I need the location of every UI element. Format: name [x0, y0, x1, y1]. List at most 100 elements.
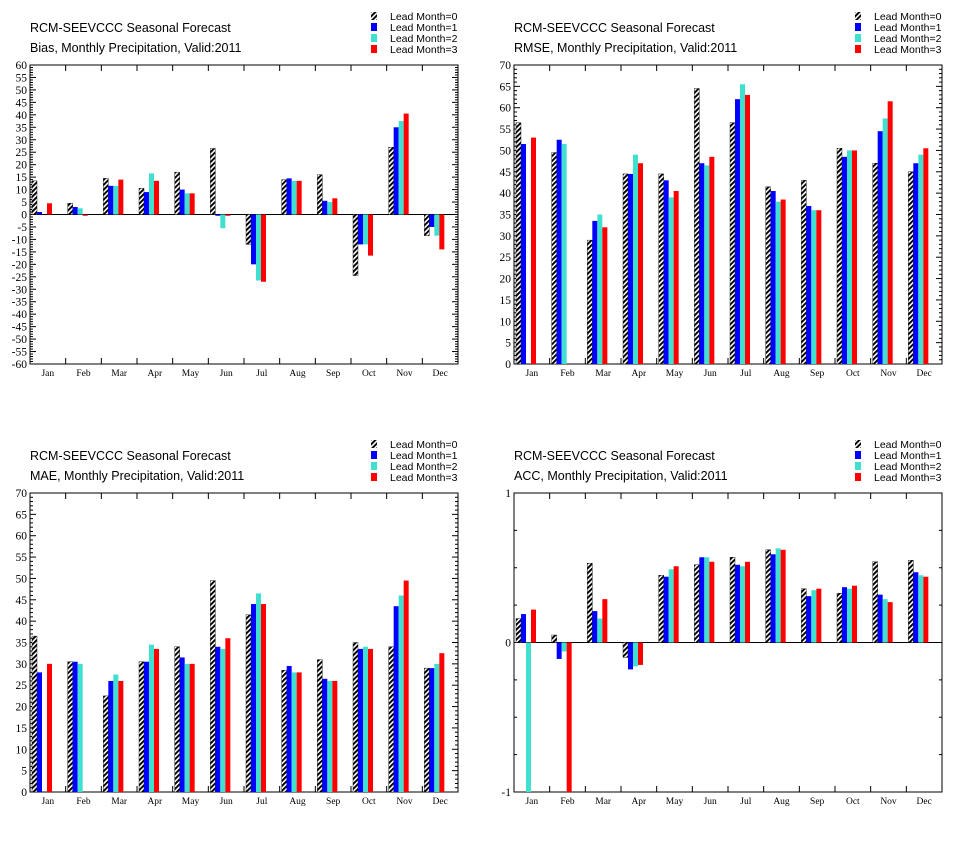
bar-dec-lead0 [908, 560, 914, 643]
legend-swatch [371, 12, 377, 20]
y-tick-label: 40 [16, 110, 28, 122]
bias-chart-svg: RCM-SEEVCCC Seasonal Forecast Bias, Month… [12, 11, 459, 379]
bar-nov-lead2 [882, 599, 888, 643]
x-tick-label: Feb [560, 369, 575, 379]
x-tick-label: Jul [740, 369, 751, 379]
legend-swatch [855, 34, 861, 42]
bar-oct-lead2 [847, 150, 852, 364]
bar-sep-lead1 [806, 596, 812, 643]
bar-jun-lead0 [210, 580, 216, 793]
bar-apr-lead3 [154, 180, 159, 215]
bar-sep-lead3 [816, 210, 822, 364]
y-tick-label: 15 [16, 172, 28, 184]
bar-jul-lead3 [261, 604, 266, 792]
bar-jan-lead1 [521, 144, 526, 364]
x-tick-label: Jun [704, 797, 717, 807]
legend-swatch [371, 473, 377, 481]
bar-dec-lead3 [439, 653, 445, 792]
x-tick-label: Oct [362, 797, 376, 807]
bar-jun-lead1 [699, 557, 705, 643]
bar-dec-lead0 [908, 171, 914, 365]
legend-label: Lead Month=2 [390, 461, 458, 473]
y-tick-label: -45 [12, 322, 28, 334]
bar-apr-lead1 [628, 642, 633, 670]
bar-jul-lead3 [745, 94, 750, 365]
bar-feb-lead2 [77, 208, 83, 215]
bar-aug-lead2 [775, 548, 781, 643]
bar-jun-lead1 [215, 214, 221, 216]
y-tick-label: 35 [16, 638, 28, 650]
legend-label: Lead Month=0 [874, 439, 942, 451]
x-tick-label: Nov [880, 797, 897, 807]
bar-aug-lead3 [296, 672, 302, 792]
bar-jun-lead2 [220, 214, 226, 229]
legend-label: Lead Month=0 [390, 11, 458, 23]
bar-sep-lead3 [332, 198, 338, 215]
y-tick-label: 25 [16, 680, 28, 692]
bar-aug-lead2 [291, 180, 297, 215]
x-tick-label: Jul [740, 797, 751, 807]
bar-jul-lead2 [740, 84, 745, 364]
bar-jul-lead1 [251, 214, 256, 265]
bar-oct-lead2 [363, 646, 368, 792]
y-tick-label: 60 [16, 60, 28, 72]
bias-chart-panel: RCM-SEEVCCC Seasonal Forecast Bias, Month… [0, 0, 484, 428]
x-tick-label: Jan [525, 369, 538, 379]
legend-label: Lead Month=3 [874, 44, 942, 56]
x-tick-label: Dec [917, 797, 932, 807]
y-tick-label: -15 [12, 247, 28, 259]
bar-nov-lead0 [872, 561, 878, 643]
bar-aug-lead0 [281, 670, 287, 793]
bar-may-lead1 [663, 180, 669, 364]
y-tick-label: 0 [505, 359, 511, 371]
y-tick-label: 30 [16, 135, 28, 147]
x-tick-label: Dec [917, 369, 932, 379]
bar-mar-lead3 [602, 227, 608, 364]
x-tick-label: May [666, 797, 684, 807]
bar-sep-lead3 [332, 680, 338, 792]
y-tick-label: -30 [12, 284, 28, 296]
x-tick-label: Feb [560, 797, 575, 807]
bar-oct-lead3 [852, 585, 857, 643]
bar-oct-lead2 [847, 588, 852, 643]
y-tick-label: 55 [16, 72, 28, 84]
y-tick-label: 35 [500, 210, 512, 222]
bar-may-lead0 [658, 173, 664, 365]
y-tick-label: 15 [16, 723, 28, 735]
x-tick-label: Sep [810, 369, 825, 379]
bar-jul-lead1 [251, 604, 256, 792]
y-tick-label: 25 [16, 147, 28, 159]
y-tick-label: -1 [501, 787, 511, 799]
bar-feb-lead3 [566, 642, 572, 792]
bar-jan-lead0 [515, 122, 522, 365]
bar-oct-lead1 [842, 156, 847, 364]
x-tick-label: Mar [111, 797, 128, 807]
legend-swatch [855, 462, 861, 470]
bar-mar-lead2 [597, 214, 603, 364]
x-tick-label: Jan [525, 797, 538, 807]
x-tick-label: Mar [595, 369, 612, 379]
bar-may-lead3 [673, 566, 679, 643]
bar-sep-lead0 [801, 588, 807, 643]
bar-sep-lead3 [816, 588, 822, 643]
bar-sep-lead2 [327, 680, 333, 792]
bar-dec-lead0 [424, 667, 430, 793]
y-tick-label: 5 [21, 766, 27, 778]
y-tick-label: 35 [16, 122, 28, 134]
bar-jul-lead2 [740, 566, 745, 643]
bar-sep-lead1 [322, 200, 328, 215]
bar-aug-lead1 [286, 665, 292, 792]
bar-jul-lead0 [245, 214, 252, 245]
bar-aug-lead3 [296, 180, 302, 215]
bar-apr-lead3 [638, 163, 643, 364]
y-tick-label: 45 [16, 595, 28, 607]
bar-apr-lead3 [638, 642, 643, 665]
legend-swatch [855, 440, 861, 448]
bar-nov-lead1 [393, 606, 399, 792]
bar-jun-lead3 [225, 638, 231, 792]
x-tick-label: Aug [289, 369, 306, 379]
legend-swatch [371, 462, 377, 470]
x-tick-label: Aug [773, 369, 790, 379]
bar-dec-lead3 [923, 148, 929, 364]
y-tick-label: -10 [12, 234, 28, 246]
